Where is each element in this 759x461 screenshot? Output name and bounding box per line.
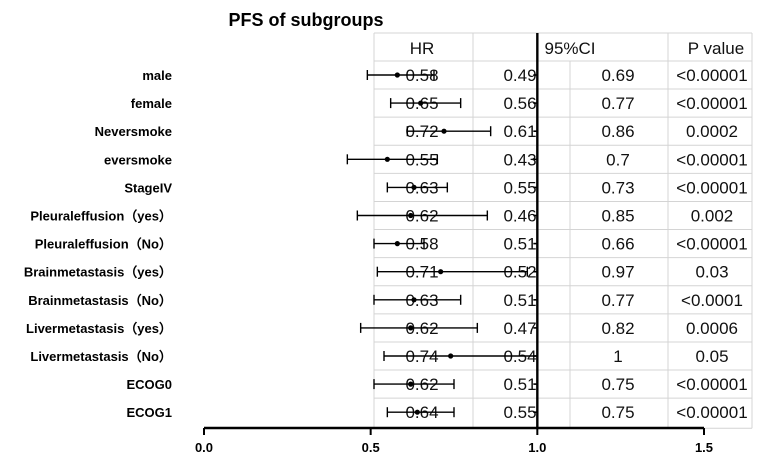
results-table-header: HR 95%CI P value: [410, 39, 744, 58]
subgroup-label: Livermetastasis（No）: [30, 349, 172, 364]
cell-p-value: <0.0001: [681, 291, 743, 310]
hr-point: [411, 297, 417, 303]
x-tick-label: 0.0: [195, 440, 213, 455]
x-tick-label: 0.5: [362, 440, 380, 455]
cell-ci-lower: 0.55: [503, 403, 536, 422]
subgroup-label: female: [131, 96, 172, 111]
cell-ci-upper: 0.7: [606, 150, 630, 169]
cell-ci-upper: 0.77: [601, 94, 634, 113]
ci-row: [373, 379, 538, 390]
subgroup-label: Pleuraleffusion（yes）: [30, 209, 172, 224]
subgroup-label: Pleuraleffusion（No）: [35, 237, 172, 252]
plot-area: [346, 33, 539, 428]
hr-point: [408, 212, 414, 219]
ci-row: [406, 126, 538, 137]
subgroup-label: ECOG0: [126, 377, 172, 392]
cell-ci-lower: 0.51: [503, 375, 536, 394]
column-header-hr: HR: [410, 39, 435, 58]
cell-ci-upper: 1: [613, 347, 622, 366]
ci-row: [359, 322, 538, 333]
ci-row: [386, 407, 538, 418]
x-tick-label: 1.5: [695, 440, 713, 455]
cell-ci-upper: 0.82: [601, 319, 634, 338]
cell-ci-upper: 0.69: [601, 66, 634, 85]
hr-point: [411, 184, 417, 190]
hr-point: [394, 241, 400, 247]
cell-ci-lower: 0.49: [503, 66, 536, 85]
cell-p-value: <0.00001: [676, 150, 747, 169]
cell-p-value: 0.002: [691, 207, 734, 226]
x-axis: 0.0 0.5 1.0 1.5: [195, 426, 713, 455]
cell-p-value: <0.00001: [676, 403, 747, 422]
x-tick-label: 1.0: [528, 440, 546, 455]
hr-point: [438, 269, 444, 275]
cell-p-value: 0.05: [695, 347, 728, 366]
ci-row: [366, 70, 538, 80]
cell-ci-lower: 0.55: [503, 178, 536, 197]
results-table-rows: 0.580.490.69<0.000010.650.560.77<0.00001…: [405, 66, 747, 422]
hr-point: [414, 409, 420, 415]
cell-ci-lower: 0.46: [503, 207, 536, 226]
ci-row: [383, 351, 539, 361]
subgroup-label: Neversmoke: [95, 124, 172, 139]
table-row: 0.62 0.51 0.75 <0.00001: [405, 375, 747, 394]
ci-row: [373, 238, 538, 249]
cell-p-value: <0.00001: [676, 94, 747, 113]
ci-row: [386, 182, 538, 193]
cell-p-value: 0.03: [695, 263, 728, 282]
cell-p-value: <0.00001: [676, 375, 747, 394]
subgroup-label: male: [142, 68, 172, 83]
hr-point: [394, 72, 400, 78]
ci-row: [346, 154, 538, 165]
table-row: 0.58 0.51 0.66 <0.00001: [405, 235, 747, 254]
cell-p-value: 0.0002: [686, 122, 738, 141]
column-header-p-value: P value: [688, 39, 744, 58]
cell-ci-lower: 0.43: [503, 150, 536, 169]
table-row: 0.58 0.49 0.69 <0.00001: [405, 66, 747, 85]
cell-ci-upper: 0.73: [601, 178, 634, 197]
hr-point: [384, 156, 390, 162]
cell-p-value: 0.0006: [686, 319, 738, 338]
cell-p-value: <0.00001: [676, 235, 747, 254]
table-row: 0.63 0.55 0.73 <0.00001: [405, 178, 747, 197]
hr-point: [418, 100, 424, 106]
cell-ci-lower: 0.56: [503, 94, 536, 113]
hr-point: [408, 381, 414, 387]
table-row: 0.55 0.43 0.7 <0.00001: [405, 150, 747, 169]
subgroup-label: Brainmetastasis（No）: [28, 293, 172, 308]
cell-ci-upper: 0.77: [601, 291, 634, 310]
cell-ci-lower: 0.51: [503, 291, 536, 310]
table-row: 0.62 0.46 0.85 0.002: [405, 207, 733, 226]
hr-point: [408, 325, 414, 331]
column-header-ci: 95%CI: [544, 39, 595, 58]
subgroup-label: ECOG1: [126, 405, 172, 420]
hr-point: [448, 353, 454, 359]
results-table-grid: [373, 32, 753, 429]
cell-ci-lower: 0.61: [503, 122, 536, 141]
cell-ci-upper: 0.66: [601, 235, 634, 254]
ci-row: [389, 98, 538, 109]
subgroup-label: Brainmetastasis（yes）: [24, 265, 172, 280]
cell-ci-upper: 0.86: [601, 122, 634, 141]
cell-ci-upper: 0.75: [601, 403, 634, 422]
cell-p-value: <0.00001: [676, 178, 747, 197]
ci-row: [356, 210, 538, 221]
subgroup-label: StageIV: [124, 180, 172, 195]
cell-p-value: <0.00001: [676, 66, 747, 85]
hr-point: [441, 128, 447, 134]
subgroup-label: Livermetastasis（yes）: [26, 321, 172, 336]
table-row: 0.64 0.55 0.75 <0.00001: [405, 403, 747, 422]
ci-row: [373, 294, 538, 305]
cell-ci-upper: 0.75: [601, 375, 634, 394]
subgroup-label: eversmoke: [104, 152, 172, 167]
cell-ci-lower: 0.51: [503, 235, 536, 254]
cell-ci-upper: 0.97: [601, 263, 634, 282]
chart-title: PFS of subgroups: [229, 10, 384, 30]
cell-ci-upper: 0.85: [601, 207, 634, 226]
ci-row: [376, 266, 538, 277]
subgroup-labels: male female Neversmoke eversmoke StageIV Pleu…: [24, 68, 172, 420]
cell-ci-lower: 0.47: [503, 319, 536, 338]
